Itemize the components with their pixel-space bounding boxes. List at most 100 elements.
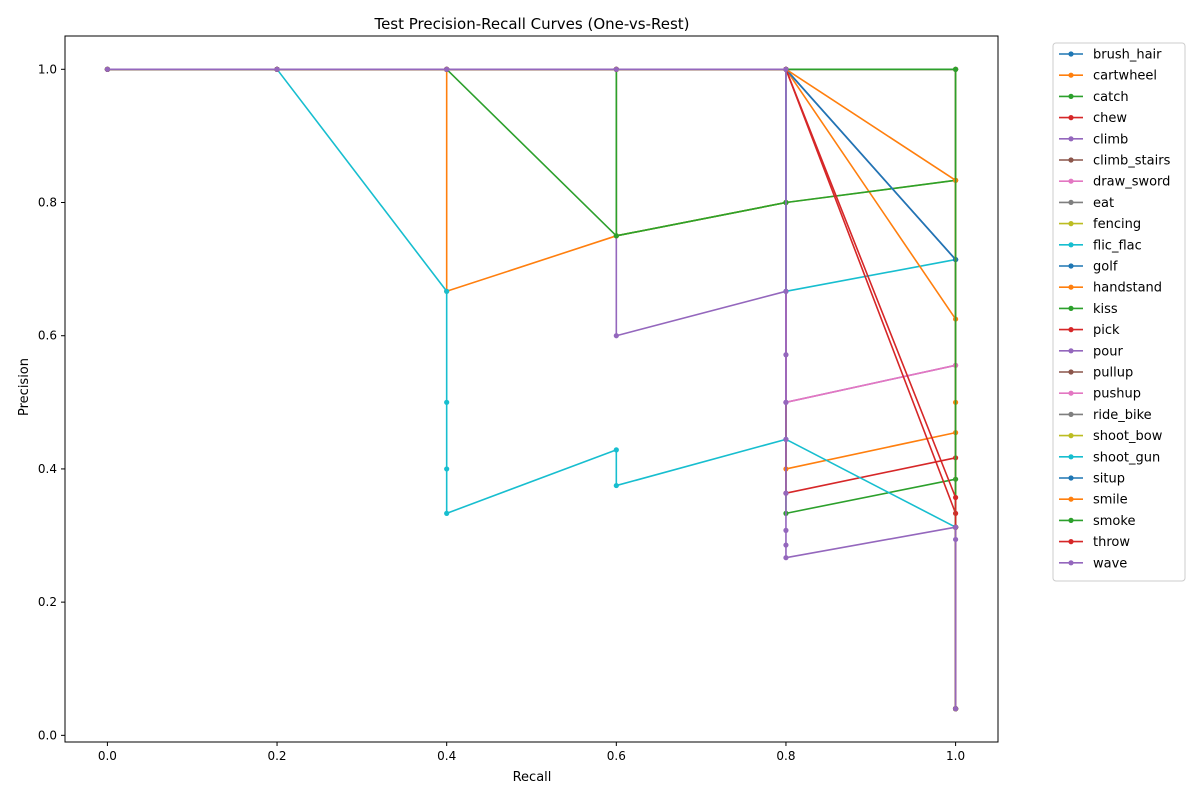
data-point [952, 536, 959, 543]
legend-label: shoot_gun [1093, 450, 1160, 465]
x-tick-label: 0.8 [776, 749, 795, 763]
legend-item-shoot_gun: shoot_gun [1059, 450, 1160, 465]
legend-marker [1068, 72, 1074, 78]
legend-box [1052, 42, 1186, 582]
y-tick-label: 0.0 [38, 728, 57, 742]
data-point [613, 447, 619, 453]
series-shoot_gun [104, 66, 959, 712]
series-line-brush_hair [107, 68, 957, 709]
legend-marker [1068, 284, 1074, 290]
legend-marker [1068, 263, 1074, 269]
legend-item-handstand: handstand [1059, 281, 1162, 296]
data-point [444, 466, 450, 472]
legend-marker [1068, 327, 1074, 333]
legend-item-fencing: fencing [1059, 217, 1141, 232]
legend-item-shoot_bow: shoot_bow [1059, 429, 1163, 444]
legend-item-smoke: smoke [1059, 514, 1135, 529]
legend-label: ride_bike [1093, 408, 1152, 423]
series-line-pushup [107, 68, 957, 709]
series-line-cartwheel [107, 68, 957, 709]
data-point [613, 482, 619, 489]
legend-marker [1068, 157, 1074, 163]
legend-marker [1068, 93, 1074, 99]
series-throw [104, 66, 959, 712]
legend-item-pour: pour [1059, 344, 1123, 359]
legend-marker [1068, 539, 1074, 545]
legend-label: shoot_bow [1093, 429, 1163, 444]
x-tick-label: 1.0 [946, 749, 965, 763]
data-point [444, 288, 450, 294]
legend-label: fencing [1093, 217, 1141, 232]
data-point [783, 542, 789, 548]
series-pour [104, 66, 959, 712]
series-situp [104, 66, 959, 712]
series-draw_sword [104, 66, 959, 712]
legend-item-kiss: kiss [1059, 302, 1118, 317]
legend-label: smile [1093, 493, 1128, 508]
legend-label: chew [1093, 111, 1127, 126]
legend-label: pushup [1093, 387, 1141, 402]
series-line-catch [107, 68, 957, 709]
legend-marker [1068, 454, 1074, 460]
legend-marker [1068, 115, 1074, 121]
series-line-situp [107, 68, 957, 709]
legend-item-catch: catch [1059, 90, 1129, 105]
legend-item-smile: smile [1059, 493, 1128, 508]
legend-marker [1068, 221, 1074, 227]
legend-label: pick [1093, 323, 1120, 338]
legend-item-wave: wave [1059, 556, 1127, 571]
legend-item-climb_stairs: climb_stairs [1059, 154, 1171, 169]
data-point [952, 706, 959, 712]
data-point [783, 527, 789, 534]
series-catch [104, 66, 959, 712]
legend-label: eat [1093, 196, 1114, 211]
series-line-eat [107, 68, 957, 709]
legend-label: wave [1093, 556, 1127, 571]
legend-marker [1068, 242, 1074, 248]
legend-label: smoke [1093, 514, 1135, 529]
legend-label: climb_stairs [1093, 154, 1171, 169]
legend-marker [1068, 475, 1074, 481]
series-fencing [104, 66, 959, 712]
legend-label: kiss [1093, 302, 1118, 317]
series-line-golf [107, 68, 957, 709]
series-line-flic_flac [107, 68, 957, 709]
legend-marker [1068, 411, 1074, 417]
series-line-climb [107, 68, 957, 709]
legend-item-ride_bike: ride_bike [1059, 408, 1152, 423]
legend-marker [1068, 369, 1074, 375]
data-point [613, 66, 619, 72]
legend-marker [1068, 390, 1074, 396]
y-tick-label: 0.4 [38, 462, 57, 476]
legend-label: cartwheel [1093, 69, 1157, 84]
data-point [783, 66, 789, 72]
legend-label: flic_flac [1093, 238, 1142, 253]
series-line-smile [107, 68, 957, 709]
axes: 0.0 0.2 0.4 0.6 0.8 1.0 0.0 0.2 0.4 0.6 0.8 1.0 [38, 35, 999, 763]
legend-marker [1068, 199, 1074, 205]
legend-item-chew: chew [1059, 111, 1127, 126]
series-cartwheel [104, 66, 959, 712]
data-point [952, 494, 959, 501]
y-tick-label: 1.0 [38, 62, 57, 76]
legend-item-throw: throw [1059, 535, 1130, 550]
data-point [783, 352, 789, 358]
legend-marker [1068, 496, 1074, 502]
legend-item-draw_sword: draw_sword [1059, 175, 1170, 190]
series-wave [104, 66, 959, 712]
series-golf [104, 66, 959, 712]
y-tick-label: 0.2 [38, 595, 57, 609]
series-shoot_bow [104, 66, 959, 712]
legend-item-situp: situp [1059, 472, 1125, 487]
series-line-kiss [107, 68, 957, 709]
data-point [783, 399, 789, 405]
legend-label: situp [1093, 472, 1125, 487]
series-climb_stairs [104, 66, 959, 712]
series-flic_flac [104, 66, 959, 712]
series-brush_hair [104, 66, 959, 712]
legend-label: draw_sword [1093, 175, 1170, 190]
series-pullup [104, 66, 959, 712]
series-line-fencing [107, 68, 957, 709]
series-line-climb_stairs [107, 68, 957, 709]
data-point [613, 233, 619, 239]
